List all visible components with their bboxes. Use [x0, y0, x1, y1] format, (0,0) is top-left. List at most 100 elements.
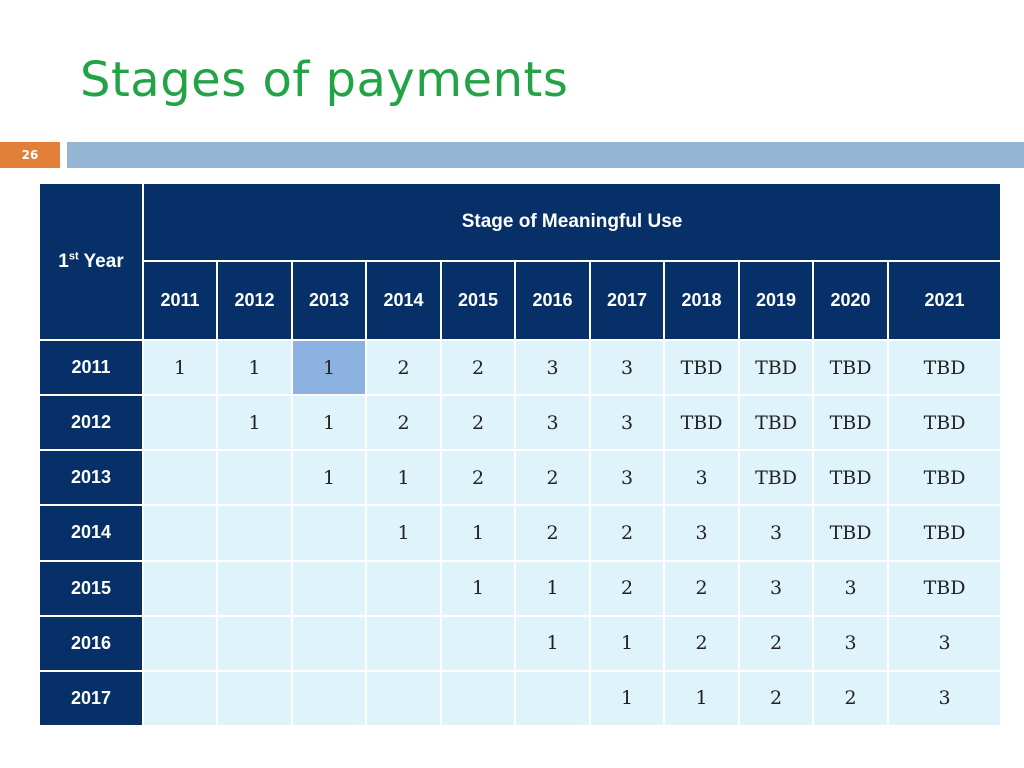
table-cell: 3 — [514, 338, 591, 397]
table-cell: 3 — [886, 614, 1003, 672]
table-cell — [216, 504, 293, 562]
table-cell: 2 — [440, 338, 516, 397]
table-cell: 3 — [663, 504, 740, 562]
table-row: 2011 1 1 1 2 2 3 3 TBD TBD TBD TBD — [38, 338, 1003, 397]
table-cell: 2 — [514, 504, 591, 562]
table-cell: TBD — [663, 394, 740, 452]
row-header-2017: 2017 — [38, 669, 144, 728]
table-cell: TBD — [663, 338, 740, 397]
table-row: 2013 1 1 2 2 3 3 TBD TBD TBD — [38, 449, 1003, 507]
table-cell: 2 — [663, 559, 740, 617]
table-cell: 1 — [365, 449, 442, 507]
table-cell: 2 — [514, 449, 591, 507]
page-number-badge: 26 — [0, 142, 60, 168]
table-cell — [142, 559, 218, 617]
column-header-2019: 2019 — [738, 260, 814, 341]
header-divider-bar — [67, 142, 1024, 168]
table-cell: 3 — [812, 559, 889, 617]
table-cell: 2 — [440, 449, 516, 507]
table-cell: 1 — [365, 504, 442, 562]
table-cell — [142, 614, 218, 672]
table-cell — [291, 614, 367, 672]
table-cell: TBD — [812, 449, 889, 507]
table-cell: TBD — [886, 338, 1003, 397]
table-row: 2015 1 1 2 2 3 3 TBD — [38, 559, 1003, 617]
table-cell: 2 — [365, 338, 442, 397]
table-cell: 2 — [812, 669, 889, 728]
table-cell — [142, 504, 218, 562]
table-cell: 1 — [216, 338, 293, 397]
table-cell: TBD — [812, 338, 889, 397]
table-cell — [216, 614, 293, 672]
table-cell — [365, 614, 442, 672]
table-row: 2012 1 1 2 2 3 3 TBD TBD TBD TBD — [38, 394, 1003, 452]
row-header-2015: 2015 — [38, 559, 144, 617]
table-cell: TBD — [738, 394, 814, 452]
table-row: 2016 1 1 2 2 3 3 — [38, 614, 1003, 672]
table-cell — [291, 504, 367, 562]
table-cell: 2 — [738, 669, 814, 728]
table-body: 2011 1 1 1 2 2 3 3 TBD TBD TBD TBD 2012 1 1 2 2 3 3 TBD TBD T… — [38, 338, 1003, 728]
table-cell: 2 — [738, 614, 814, 672]
table-cell: 2 — [365, 394, 442, 452]
table-cell — [365, 669, 442, 728]
table-cell — [365, 559, 442, 617]
table-cell — [142, 449, 218, 507]
table-cell: 1 — [291, 449, 367, 507]
table-cell: 1 — [291, 394, 367, 452]
table-cell — [216, 449, 293, 507]
column-header-2020: 2020 — [812, 260, 889, 341]
column-header-2015: 2015 — [440, 260, 516, 341]
table-cell: TBD — [738, 449, 814, 507]
table-cell — [142, 669, 218, 728]
column-header-row: 2011 2012 2013 2014 2015 2016 2017 2018 2019 2020… — [39, 260, 1003, 341]
table-cell: 3 — [812, 614, 889, 672]
table-cell: 3 — [589, 449, 665, 507]
table-cell: TBD — [812, 394, 889, 452]
table-cell: 2 — [440, 394, 516, 452]
table-cell: 1 — [589, 669, 665, 728]
first-year-header: 1st Year — [38, 182, 144, 341]
table-cell: 3 — [663, 449, 740, 507]
slide-title: Stages of payments — [80, 52, 569, 108]
table-cell — [440, 669, 516, 728]
table-cell: 3 — [738, 504, 814, 562]
row-header-2016: 2016 — [38, 614, 144, 672]
table-cell: 1 — [142, 338, 218, 397]
table-cell: TBD — [738, 338, 814, 397]
first-year-header-text: Year — [78, 250, 124, 272]
table-cell: 1 — [291, 338, 367, 397]
column-header-2011: 2011 — [142, 260, 218, 341]
stage-group-header: Stage of Meaningful Use — [141, 182, 1003, 262]
column-header-2014: 2014 — [365, 260, 442, 341]
table-cell: 3 — [886, 669, 1003, 728]
table-cell: 1 — [514, 614, 591, 672]
table-row: 2017 1 1 2 2 3 — [38, 669, 1003, 728]
table-cell: 1 — [216, 394, 293, 452]
column-header-2013: 2013 — [291, 260, 367, 341]
table-cell: 3 — [514, 394, 591, 452]
table-cell: TBD — [886, 504, 1003, 562]
table-cell: TBD — [886, 559, 1003, 617]
payment-stages-table: 1st Year Stage of Meaningful Use 2011 201… — [38, 182, 1003, 728]
column-header-2021: 2021 — [886, 260, 1003, 341]
table-cell — [291, 669, 367, 728]
column-header-2017: 2017 — [589, 260, 665, 341]
table-cell: TBD — [886, 394, 1003, 452]
first-year-header-ordinal: st — [68, 250, 79, 263]
column-header-2016: 2016 — [514, 260, 591, 341]
row-header-2013: 2013 — [38, 449, 144, 507]
table-cell — [142, 394, 218, 452]
table-cell: 2 — [589, 559, 665, 617]
table-cell: 2 — [663, 614, 740, 672]
table-cell — [440, 614, 516, 672]
table-cell — [514, 669, 591, 728]
row-header-2011: 2011 — [38, 338, 144, 397]
table-cell: 3 — [589, 394, 665, 452]
column-header-2018: 2018 — [663, 260, 740, 341]
table-cell: 1 — [589, 614, 665, 672]
table-cell: 1 — [440, 504, 516, 562]
table-cell: 1 — [440, 559, 516, 617]
table-cell: 3 — [589, 338, 665, 397]
table-cell: 2 — [589, 504, 665, 562]
